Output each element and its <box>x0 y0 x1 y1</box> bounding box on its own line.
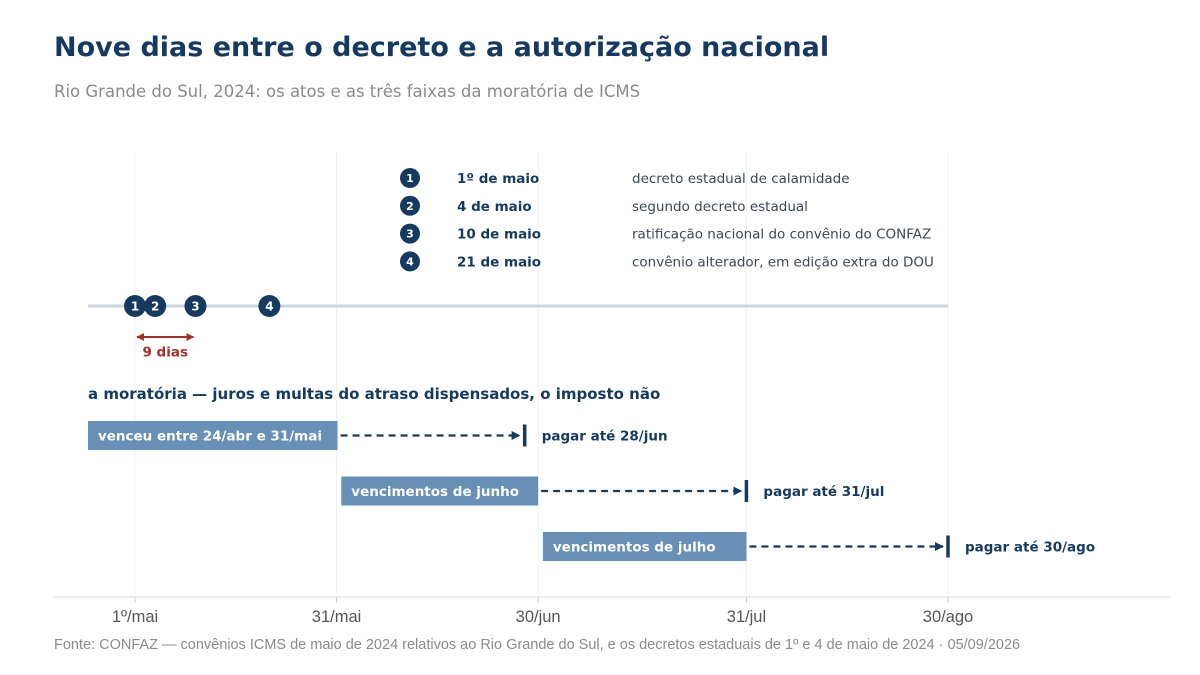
grid-layer <box>134 152 949 597</box>
x-tick-label: 30/ago <box>923 608 973 626</box>
legend-marker-number: 2 <box>406 200 414 213</box>
event-marker <box>184 295 207 317</box>
legend-date: 10 de maio <box>457 227 541 243</box>
span-label: 9 dias <box>142 345 188 361</box>
span-annotation: 9 dias <box>136 333 195 361</box>
chart-subtitle: Rio Grande do Sul, 2024: os atos e as tr… <box>54 82 641 101</box>
legend-description: decreto estadual de calamidade <box>632 171 850 187</box>
moratoria-band <box>341 476 539 506</box>
chart-title: Nove dias entre o decreto e a autorizaçã… <box>54 32 830 63</box>
legend-date: 4 de maio <box>457 199 532 215</box>
legend-marker <box>400 195 420 216</box>
moratoria-band <box>87 421 338 450</box>
event-marker-number: 4 <box>265 300 273 314</box>
moratoria-heading: a moratória — juros e multas do atraso d… <box>88 385 660 403</box>
x-tick-label: 1º/mai <box>112 608 158 626</box>
legend-marker <box>400 251 420 272</box>
due-date-label: pagar até 28/jun <box>542 429 668 445</box>
legend-description: ratificação nacional do convênio do CONF… <box>632 227 931 243</box>
x-tick-label: 31/mai <box>312 608 362 626</box>
x-axis: 1º/mai 31/mai 30/jun 31/jul 30/ago <box>54 596 1170 626</box>
event-marker-number: 1 <box>131 300 139 314</box>
legend-marker-number: 3 <box>406 228 414 241</box>
legend-description: segundo decreto estadual <box>632 199 808 215</box>
source-note: Fonte: CONFAZ — convênios ICMS de maio d… <box>54 637 1021 653</box>
x-tick-label: 30/jun <box>516 608 561 626</box>
legend-marker <box>400 168 420 188</box>
event-marker <box>144 295 167 317</box>
moratoria-band-label: vencimentos de julho <box>553 540 716 556</box>
moratoria-band <box>542 532 747 561</box>
due-date-label: pagar até 31/jul <box>763 484 884 500</box>
legend-marker <box>400 223 420 244</box>
legend-description: convênio alterador, em edição extra do D… <box>632 254 934 270</box>
x-tick-label: 31/jul <box>727 608 766 626</box>
event-marker <box>124 295 146 317</box>
moratoria-bands: a moratória — juros e multas do atraso d… <box>87 385 1095 561</box>
event-legend: 1 1º de maio decreto estadual de calamidad… <box>400 168 934 272</box>
event-marker-number: 2 <box>151 300 159 314</box>
legend-date: 1º de maio <box>457 171 539 187</box>
event-marker <box>258 295 281 317</box>
moratoria-band-label: vencimentos de junho <box>351 484 519 500</box>
legend-marker-number: 4 <box>406 255 414 268</box>
moratoria-band-label: venceu entre 24/abr e 31/mai <box>98 429 322 445</box>
due-date-label: pagar até 30/ago <box>965 540 1095 556</box>
event-marker-number: 3 <box>191 300 199 314</box>
legend-marker-number: 1 <box>406 172 414 185</box>
legend-date: 21 de maio <box>457 254 541 270</box>
